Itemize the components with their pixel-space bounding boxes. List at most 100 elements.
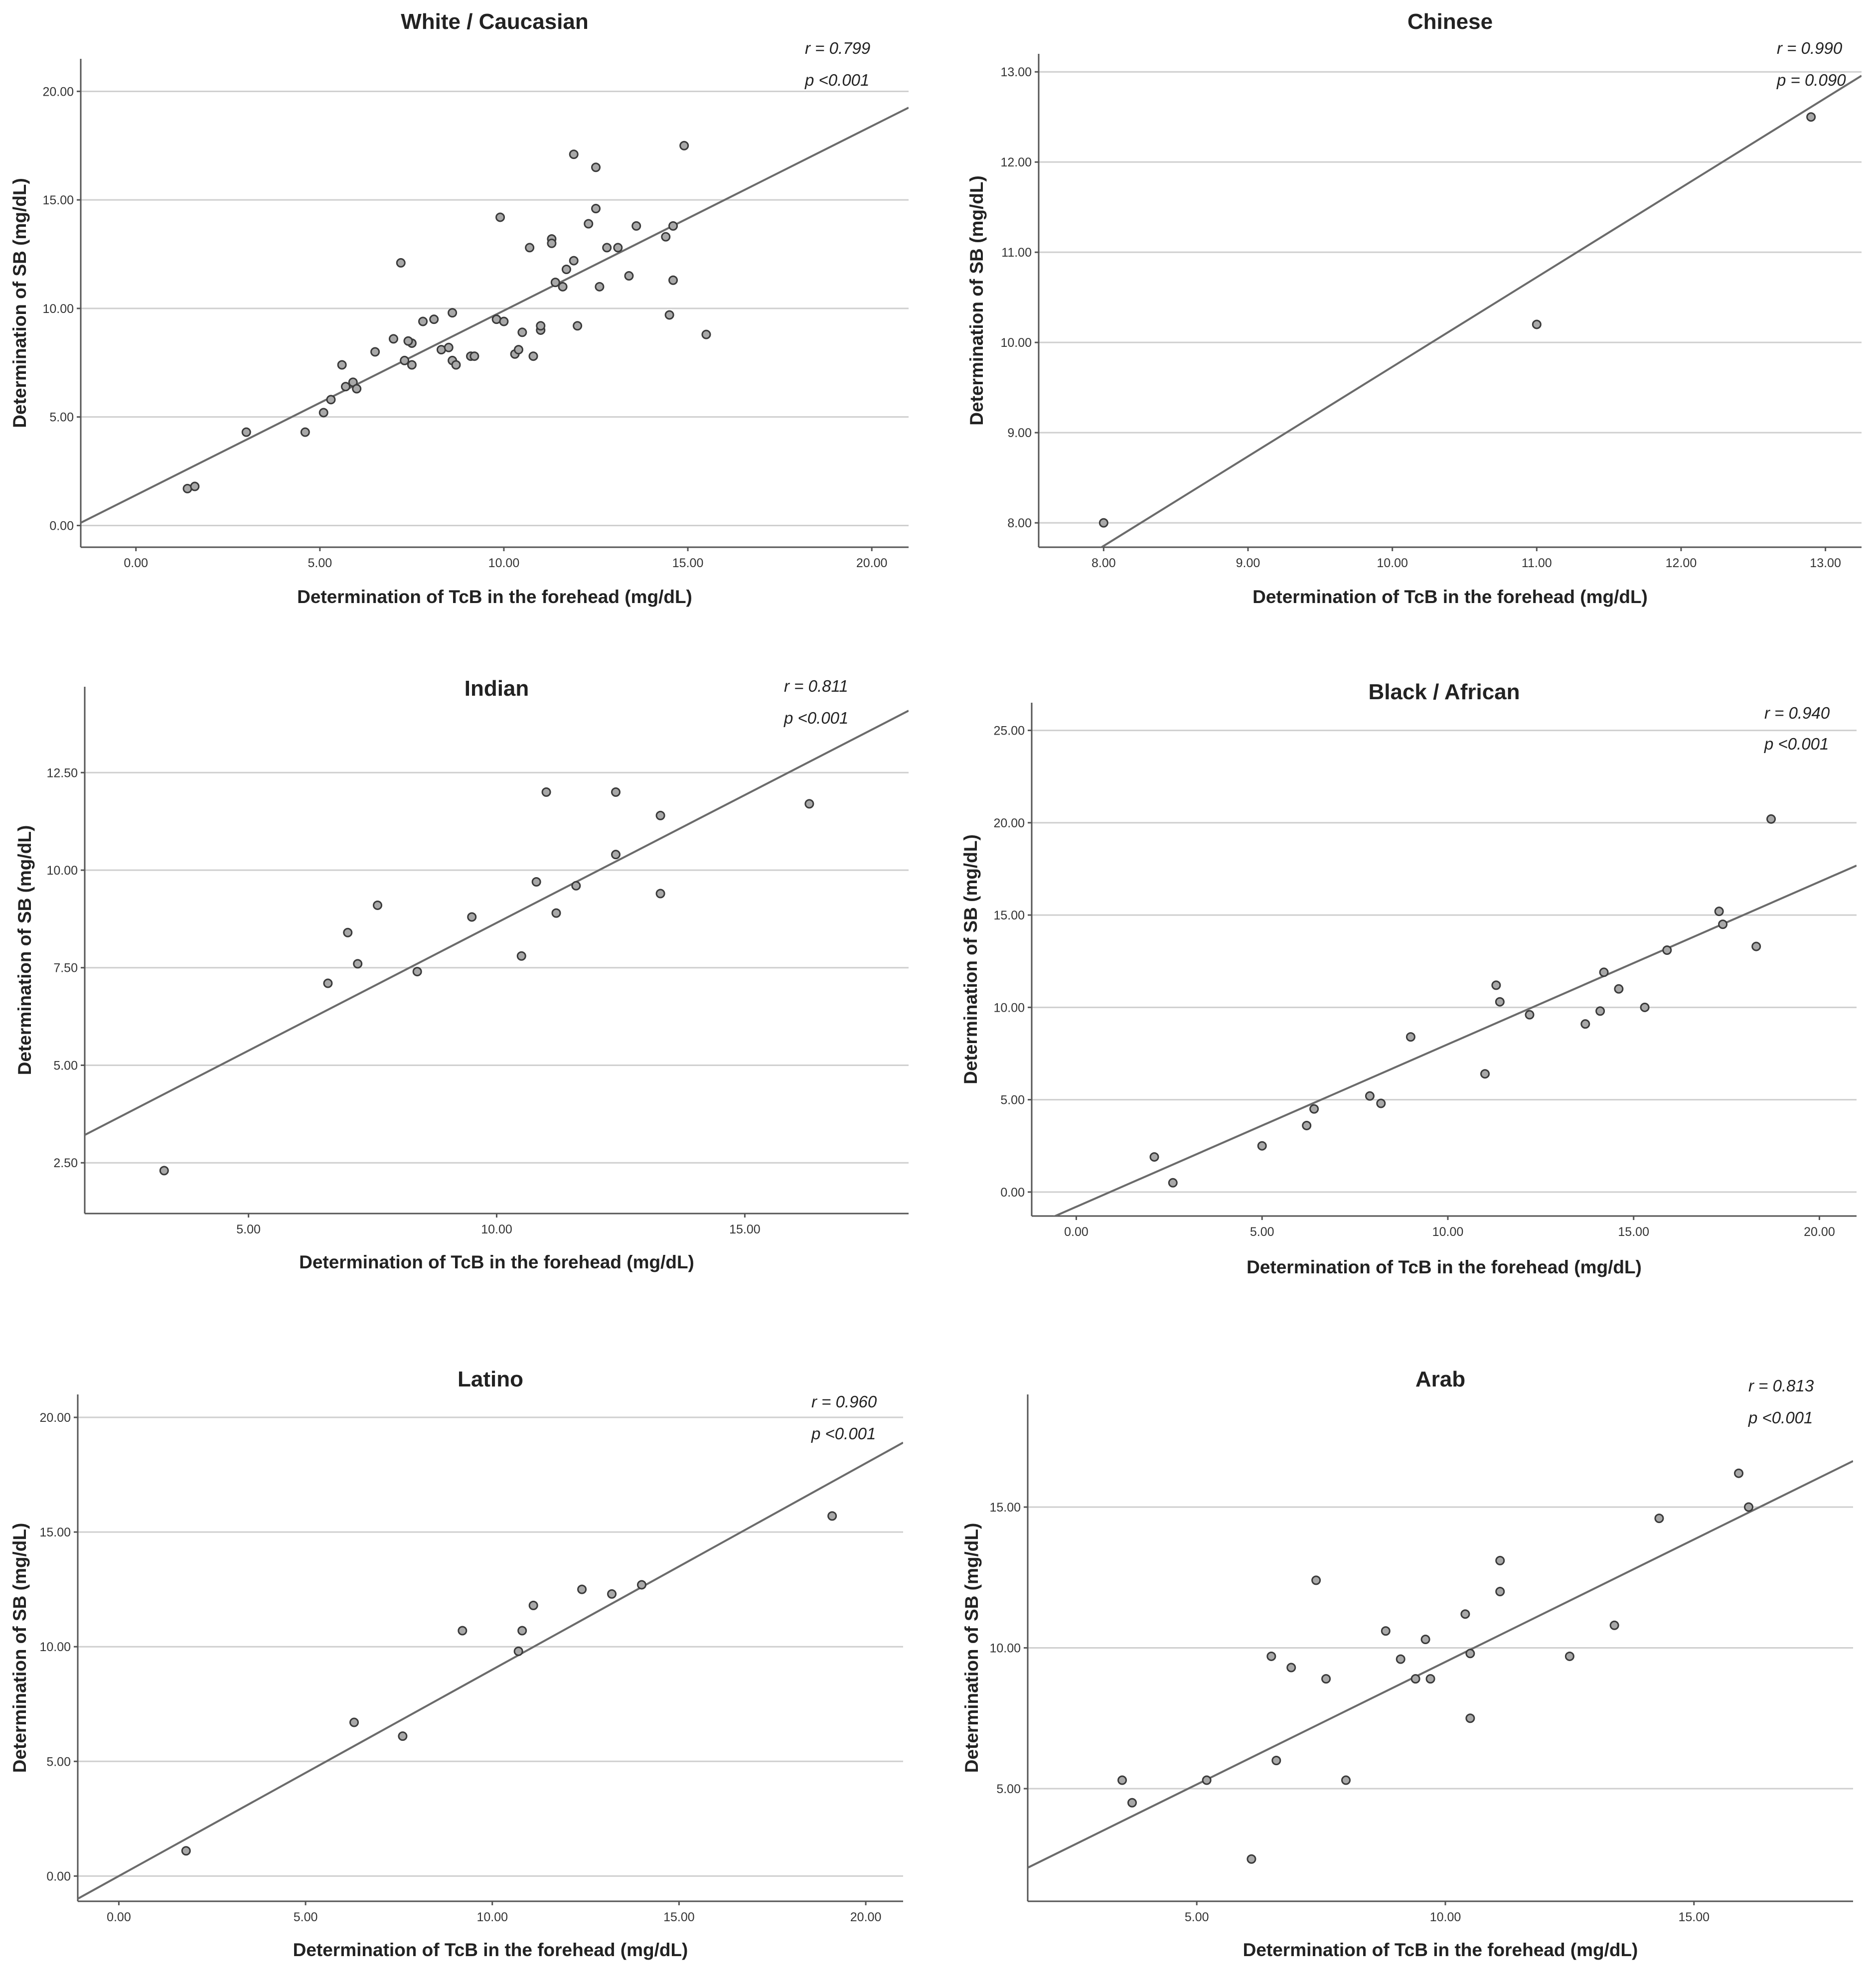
regression-line <box>1028 1460 1853 1869</box>
data-point <box>573 321 583 331</box>
regression-line <box>1099 75 1862 547</box>
chart-title: Indian <box>465 676 529 701</box>
data-point <box>353 959 363 969</box>
data-point <box>400 355 410 365</box>
x-axis-label: Determination of TcB in the forehead (mg… <box>293 1940 688 1960</box>
data-point <box>1599 967 1609 977</box>
data-point <box>341 382 351 392</box>
data-point <box>190 481 200 491</box>
chart-panel: 0.00 5.00 10.00 15.00 20.00 0.00 5.00 10.00 15.0… <box>9 9 909 607</box>
x-axis-label: Determination of TcB in the forehead (mg… <box>1247 1257 1642 1277</box>
data-point <box>373 900 383 910</box>
data-point <box>517 1626 527 1636</box>
y-tick-label: 12.00 <box>1000 155 1032 169</box>
data-point <box>412 967 422 977</box>
x-tick-label: 15.00 <box>1618 1225 1649 1239</box>
data-point <box>1491 980 1501 990</box>
x-tick-label: 15.00 <box>672 556 704 570</box>
data-point <box>1766 814 1776 824</box>
x-tick-label: 11.00 <box>1522 556 1552 570</box>
data-point <box>547 238 557 248</box>
y-axis-label: Determination of SB (mg/dL) <box>961 1523 982 1773</box>
p-value: p <0.001 <box>811 1424 876 1443</box>
data-point <box>388 334 398 344</box>
x-axis-label: Determination of TcB in the forehead (mg… <box>1252 587 1648 607</box>
regression-line <box>78 1441 903 1900</box>
p-value: p <0.001 <box>1764 735 1829 753</box>
x-tick-label: 12.00 <box>1666 556 1697 570</box>
data-point <box>607 1589 617 1599</box>
data-point <box>181 1846 191 1856</box>
y-axis-label: Determination of SB (mg/dL) <box>14 825 35 1075</box>
correlation-r: r = 0.799 <box>805 39 870 57</box>
data-point <box>804 799 814 809</box>
chart-panel: 8.00 9.00 10.00 11.00 12.00 13.00 8.00 9.00 10.0… <box>966 9 1862 607</box>
data-point <box>1311 1575 1321 1585</box>
chart-title: Arab <box>1415 1367 1465 1391</box>
data-point <box>1127 1798 1137 1808</box>
y-tick-label: 12.50 <box>46 766 78 780</box>
data-point <box>241 427 251 437</box>
data-point <box>1405 1032 1415 1042</box>
y-tick-label: 10.00 <box>46 864 78 878</box>
data-point <box>300 427 310 437</box>
data-point <box>451 360 461 370</box>
data-point <box>602 243 612 253</box>
data-point <box>337 360 347 370</box>
y-axis-label: Determination of SB (mg/dL) <box>9 178 30 428</box>
x-tick-label: 15.00 <box>729 1223 761 1236</box>
data-point <box>1714 907 1724 917</box>
chart-title: Chinese <box>1407 9 1493 34</box>
data-point <box>352 384 362 394</box>
data-point <box>398 1731 408 1741</box>
data-point <box>1465 1649 1475 1659</box>
chart-panel: 2.50 5.00 7.50 10.00 12.50 5.00 10.00 15.00 Indi… <box>14 676 909 1272</box>
p-value: p <0.001 <box>804 71 869 89</box>
data-point <box>661 232 671 242</box>
y-tick-label: 11.00 <box>1001 246 1032 260</box>
data-point <box>550 278 560 288</box>
data-point <box>1480 1069 1490 1079</box>
y-tick-label: 0.00 <box>46 1869 71 1883</box>
data-point <box>655 889 665 899</box>
data-point <box>1117 1775 1127 1785</box>
y-tick-label: 13.00 <box>1000 65 1032 79</box>
data-point <box>569 256 579 266</box>
y-tick-label: 15.00 <box>989 1501 1021 1515</box>
data-point <box>448 308 458 318</box>
y-tick-label: 0.00 <box>1000 1186 1025 1200</box>
data-point <box>1098 518 1108 528</box>
data-point <box>584 219 594 229</box>
data-point <box>1271 1756 1281 1765</box>
data-point <box>326 395 336 405</box>
x-tick-label: 20.00 <box>1804 1225 1835 1239</box>
data-point <box>1495 1587 1505 1596</box>
data-point <box>469 351 479 361</box>
y-tick-label: 5.00 <box>46 1755 71 1769</box>
x-tick-label: 10.00 <box>488 556 520 570</box>
y-axis-label: Determination of SB (mg/dL) <box>9 1523 30 1773</box>
data-point <box>343 927 353 937</box>
x-tick-label: 10.00 <box>481 1223 512 1236</box>
data-point <box>664 310 674 320</box>
data-point <box>1654 1514 1664 1524</box>
x-tick-label: 13.00 <box>1810 556 1841 570</box>
data-point <box>558 282 568 292</box>
data-point <box>370 347 380 357</box>
data-point <box>591 162 601 172</box>
data-point <box>318 408 328 418</box>
chart-title: Latino <box>458 1367 523 1391</box>
y-axis-label: Determination of SB (mg/dL) <box>960 834 981 1084</box>
data-point <box>624 271 634 281</box>
x-tick-label: 5.00 <box>1250 1225 1274 1239</box>
chart-panel: 0.00 5.00 10.00 15.00 20.00 0.00 5.00 10.00 15.0… <box>9 1367 903 1960</box>
x-tick-label: 10.00 <box>1432 1225 1464 1239</box>
data-point <box>1495 1555 1505 1565</box>
data-point <box>528 1600 538 1610</box>
chart-title: White / Caucasian <box>401 9 589 34</box>
y-tick-label: 20.00 <box>42 85 74 99</box>
data-point <box>827 1511 837 1521</box>
y-tick-label: 10.00 <box>39 1640 71 1654</box>
x-tick-label: 20.00 <box>850 1910 882 1924</box>
y-tick-label: 15.00 <box>993 909 1025 922</box>
